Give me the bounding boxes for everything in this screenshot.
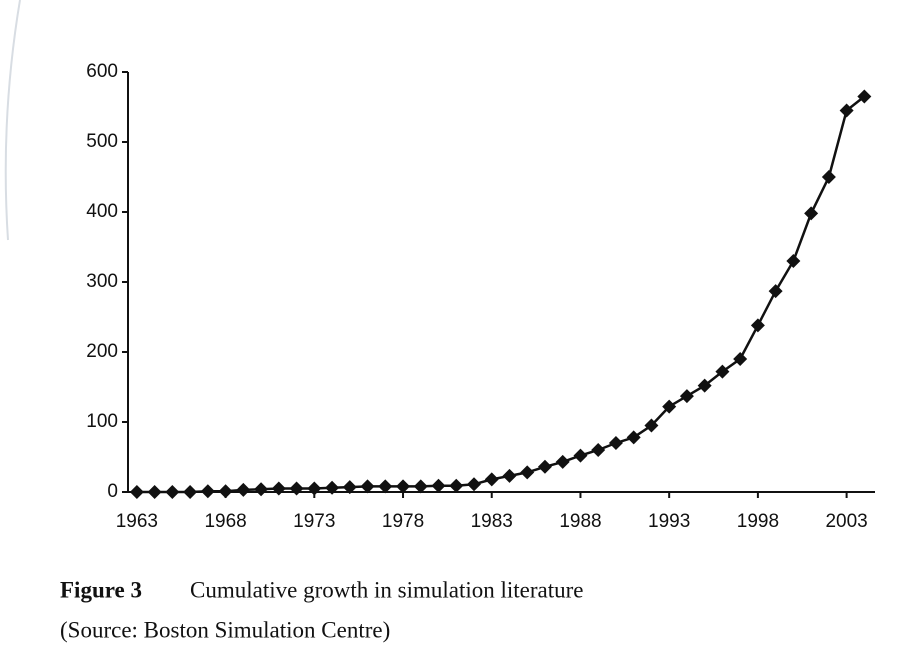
- marker: [307, 481, 322, 496]
- figure-label: Figure 3: [60, 577, 142, 602]
- y-tick-label: 0: [107, 481, 118, 502]
- x-tick-label: 1963: [116, 511, 158, 532]
- marker: [821, 170, 836, 184]
- marker: [165, 485, 180, 499]
- caption: Cumulative growth in simulation literatu…: [190, 577, 583, 602]
- marker: [413, 479, 428, 494]
- marker: [662, 399, 677, 414]
- marker: [236, 482, 251, 497]
- y-tick-label: 200: [86, 341, 118, 362]
- marker: [147, 485, 162, 499]
- marker: [537, 459, 552, 474]
- marker: [360, 479, 375, 494]
- x-tick-label: 1998: [737, 511, 779, 532]
- marker: [289, 481, 304, 496]
- marker: [626, 430, 641, 445]
- marker: [679, 389, 694, 404]
- marker: [200, 484, 215, 499]
- x-tick-label: 1978: [382, 511, 424, 532]
- marker: [218, 484, 233, 499]
- marker: [466, 477, 481, 492]
- marker: [715, 364, 730, 379]
- marker: [183, 485, 198, 499]
- marker: [768, 284, 783, 299]
- marker: [839, 103, 854, 118]
- marker: [378, 479, 393, 494]
- marker: [608, 436, 623, 450]
- marker: [271, 481, 286, 496]
- marker: [857, 89, 872, 104]
- marker: [804, 206, 819, 221]
- marker: [520, 465, 535, 480]
- marker: [697, 378, 712, 393]
- marker: [502, 468, 517, 483]
- marker: [733, 352, 748, 366]
- marker: [431, 478, 446, 493]
- decoration: [4, 0, 21, 241]
- y-tick-label: 500: [86, 131, 118, 152]
- marker: [449, 478, 464, 493]
- x-tick-label: 2003: [825, 511, 867, 532]
- marker: [129, 485, 144, 499]
- marker: [254, 482, 269, 497]
- x-tick-label: 1983: [471, 511, 513, 532]
- x-tick-label: 1968: [204, 511, 246, 532]
- marker: [644, 418, 659, 433]
- marker: [573, 448, 588, 463]
- marker: [786, 254, 801, 268]
- y-tick-label: 600: [86, 61, 118, 82]
- marker: [750, 318, 765, 333]
- y-tick-label: 300: [86, 271, 118, 292]
- y-tick-label: 400: [86, 201, 118, 222]
- y-tick-label: 100: [86, 411, 118, 432]
- marker: [396, 479, 411, 494]
- marker: [484, 472, 499, 487]
- x-tick-label: 1993: [648, 511, 690, 532]
- source: (Source: Boston Simulation Centre): [60, 617, 390, 642]
- marker: [325, 480, 340, 495]
- marker: [591, 443, 606, 457]
- marker: [555, 454, 570, 469]
- x-tick-label: 1988: [559, 511, 601, 532]
- marker: [342, 480, 357, 495]
- x-tick-label: 1973: [293, 511, 335, 532]
